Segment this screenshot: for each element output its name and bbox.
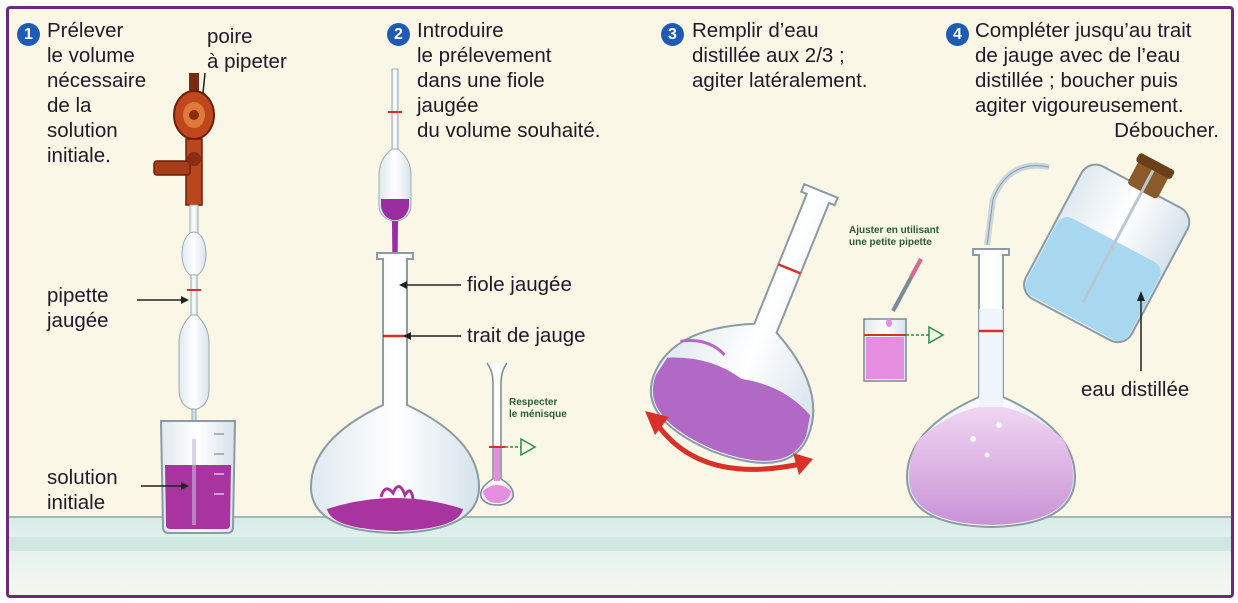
volumetric-flask-step4 (905, 248, 1077, 529)
label-menisque: Respecter le ménisque (509, 397, 567, 421)
step-3-line: Remplir d’eau (692, 19, 819, 42)
beaker (159, 420, 237, 534)
step-1-line: Prélever (47, 19, 124, 42)
step-2-line: le prélevement (417, 44, 552, 67)
step-4-line: Compléter jusqu’au trait (975, 19, 1192, 42)
label-poire-line: à pipeter (207, 50, 287, 73)
step-3-line: distillée aux 2/3 ; (692, 44, 845, 67)
label-fiole: fiole jaugée (467, 273, 572, 296)
step-number-4: 4 (946, 23, 969, 46)
step-3-line: agiter latéralement. (692, 69, 868, 92)
step-number-1: 1 (17, 23, 40, 46)
label-pipette-line: pipette (47, 284, 109, 307)
label-poire-line: poire (207, 25, 253, 48)
swirl-arrow (645, 411, 813, 475)
tilted-flask (649, 182, 839, 464)
step-2-line: jaugée (417, 94, 479, 117)
step-1-line: nécessaire (47, 69, 147, 92)
small-pipette-detail (863, 258, 945, 382)
bench (9, 516, 1231, 595)
wash-bottle (1023, 153, 1191, 344)
leader-lines-step4 (1137, 291, 1145, 371)
label-solution: solution initiale (47, 465, 118, 515)
step-1-text: Prélever le volume nécessaire de la solu… (47, 18, 146, 168)
step-4-line: agiter vigoureusement. (975, 94, 1184, 117)
step-2-line: du volume souhaité. (417, 119, 601, 142)
label-menisque-line: le ménisque (509, 409, 567, 420)
step-number-3: 3 (661, 23, 684, 46)
step-4-text: Compléter jusqu’au trait de jauge avec d… (975, 18, 1219, 143)
step-2-text: Introduire le prélevement dans une fiole… (417, 18, 600, 143)
label-eau: eau distillée (1081, 378, 1190, 401)
leader-lines-step1 (137, 72, 206, 490)
label-solution-line: solution (47, 466, 118, 489)
step-1-line: solution (47, 119, 118, 142)
step-1-line: de la (47, 94, 92, 117)
label-pipette: pipette jaugée (47, 283, 109, 333)
label-poire: poire à pipeter (207, 24, 287, 74)
step-2-line: dans une fiole (417, 69, 545, 92)
label-trait: trait de jauge (467, 324, 586, 347)
step-4-line: distillée ; boucher puis (975, 69, 1178, 92)
step-4-line: Déboucher. (1114, 119, 1219, 142)
step-number-2: 2 (387, 23, 410, 46)
step-1-line: initiale. (47, 144, 111, 167)
meniscus-detail (480, 362, 537, 506)
label-pipette-line: jaugée (47, 309, 109, 332)
label-ajuster-line: une petite pipette (849, 237, 932, 248)
label-ajuster-line: Ajuster en utilisant (849, 225, 940, 236)
diagram-frame: 1 2 3 4 Prélever le volume nécessaire de… (6, 6, 1234, 598)
step-2-line: Introduire (417, 19, 504, 42)
label-menisque-line: Respecter (509, 397, 558, 408)
wash-tube (984, 162, 1050, 246)
label-ajuster: Ajuster en utilisant une petite pipette (849, 225, 939, 249)
step-1-line: le volume (47, 44, 135, 67)
step-3-text: Remplir d’eau distillée aux 2/3 ; agiter… (692, 18, 867, 93)
leader-lines-step2 (399, 281, 461, 340)
illustration (9, 68, 1231, 595)
volumetric-flask-step2 (309, 252, 481, 535)
label-solution-line: initiale (47, 491, 106, 514)
pipette-bulb (153, 73, 215, 206)
step-4-line: de jauge avec de l’eau (975, 44, 1181, 67)
